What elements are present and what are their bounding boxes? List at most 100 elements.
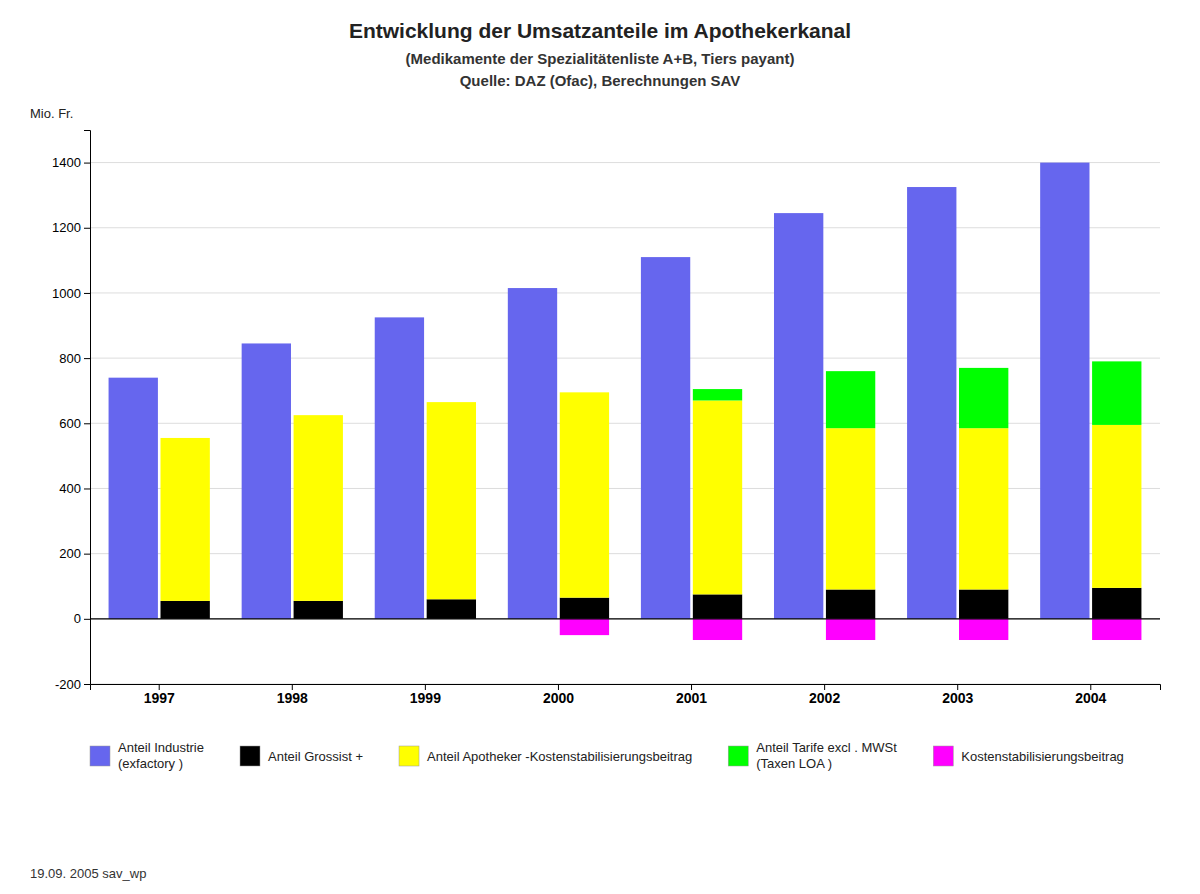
- source: Quelle: DAZ (Ofac), Berechnungen SAV: [460, 72, 741, 89]
- tick-label: 2004: [1075, 690, 1106, 706]
- bar-segment: [959, 619, 1008, 640]
- bar-segment: [1092, 361, 1141, 425]
- legend-label: Anteil Industrie(exfactory ): [118, 740, 204, 771]
- x-axis: 1997 1998 1999 2000 2001 2002 2003 2004: [91, 684, 1161, 706]
- tick: 600: [59, 416, 90, 431]
- tick-mark: [84, 293, 90, 294]
- bar-segment: [294, 601, 343, 619]
- grid-line: [90, 292, 1160, 293]
- grid: [90, 163, 1160, 684]
- tick-label: 1997: [144, 690, 175, 706]
- axis-line: [91, 685, 1161, 691]
- zero-line: [90, 618, 1160, 619]
- subtitle: (Medikamente der Spezialitätenliste A+B,…: [406, 50, 795, 67]
- footnote: 19.09. 2005 sav_wp: [30, 866, 146, 881]
- bar: [1040, 163, 1089, 619]
- chart: Entwicklung der Umsatzanteile im Apothek…: [0, 0, 1200, 894]
- tick: 2002: [809, 684, 840, 706]
- tick: 2001: [676, 684, 707, 706]
- bar: [907, 187, 956, 619]
- tick-label: 0: [74, 611, 81, 626]
- bar: [109, 378, 158, 619]
- bar-segment: [560, 619, 609, 635]
- bar-segment: [693, 400, 742, 594]
- bar: [242, 343, 291, 618]
- tick: 2004: [1075, 684, 1106, 706]
- tick-label: 800: [59, 351, 81, 366]
- tick: 1400: [52, 155, 90, 170]
- legend-item: Anteil Industrie(exfactory ): [90, 740, 204, 771]
- bar-segment: [427, 599, 476, 619]
- tick: 0: [74, 611, 90, 626]
- plot: -200020040060080010001200140019971998199…: [52, 131, 1160, 706]
- legend-label: Kostenstabilisierungsbeitrag: [961, 749, 1124, 764]
- bar-segment: [560, 598, 609, 619]
- tick: 1997: [144, 684, 175, 706]
- tick-label: 2001: [676, 690, 707, 706]
- tick-label: 2003: [942, 690, 973, 706]
- bar-segment: [560, 392, 609, 597]
- tick-label: 2002: [809, 690, 840, 706]
- bar-segment: [959, 589, 1008, 618]
- bar-segment: [693, 389, 742, 400]
- bar-segment: [959, 368, 1008, 428]
- bar-segment: [1092, 619, 1141, 640]
- tick-label: 1998: [277, 690, 308, 706]
- tick-label: 600: [59, 416, 81, 431]
- tick: 1999: [410, 684, 441, 706]
- tick-label: 1400: [52, 155, 81, 170]
- tick: 1200: [52, 220, 90, 235]
- bar-segment: [161, 601, 210, 619]
- tick-mark: [84, 163, 90, 164]
- legend-label: Anteil Apotheker -Kostenstabilisierungsb…: [427, 749, 692, 764]
- tick-label: 200: [59, 546, 81, 561]
- bar-segment: [294, 415, 343, 601]
- tick-mark: [84, 228, 90, 229]
- tick: 1000: [52, 286, 90, 301]
- tick: 2000: [543, 684, 574, 706]
- tick-mark: [84, 554, 90, 555]
- bar: [641, 257, 690, 619]
- tick-label: 2000: [543, 690, 574, 706]
- bar-segment: [959, 428, 1008, 589]
- bar-segment: [826, 619, 875, 640]
- bar-segment: [826, 589, 875, 618]
- legend-item: Anteil Grossist +: [240, 746, 363, 766]
- legend-item: Kostenstabilisierungsbeitrag: [933, 746, 1124, 766]
- bar-segment: [1092, 588, 1141, 619]
- tick: 1998: [277, 684, 308, 706]
- y-axis-label: Mio. Fr.: [30, 106, 73, 121]
- legend-label: Anteil Grossist +: [268, 749, 363, 764]
- bar-segment: [161, 438, 210, 601]
- legend-swatch: [933, 746, 953, 766]
- tick-label: 1000: [52, 286, 81, 301]
- bar: [508, 288, 557, 619]
- bar-segment: [826, 371, 875, 428]
- bars: [109, 163, 1142, 640]
- legend: Anteil Industrie(exfactory ) Anteil Gross…: [90, 740, 1124, 771]
- tick-mark: [84, 358, 90, 359]
- legend-label: Anteil Tarife excl . MWSt(Taxen LOA ): [756, 740, 897, 771]
- tick-label: 1999: [410, 690, 441, 706]
- tick-mark: [84, 423, 90, 424]
- tick: 2003: [942, 684, 973, 706]
- legend-swatch: [240, 746, 260, 766]
- legend-item: Anteil Tarife excl . MWSt(Taxen LOA ): [728, 740, 897, 771]
- grid-line: [90, 618, 1160, 619]
- bar-segment: [693, 619, 742, 640]
- tick-label: -200: [55, 677, 81, 692]
- tick-mark: [84, 684, 90, 685]
- tick-mark: [84, 488, 90, 489]
- bar-segment: [826, 428, 875, 589]
- tick-mark: [84, 619, 90, 620]
- legend-item: Anteil Apotheker -Kostenstabilisierungsb…: [399, 746, 692, 766]
- bar: [774, 213, 823, 619]
- legend-swatch: [399, 746, 419, 766]
- axis-line: [84, 131, 91, 685]
- bar-segment: [1092, 425, 1141, 588]
- bar: [375, 317, 424, 618]
- tick-label: 400: [59, 481, 81, 496]
- bar-segment: [427, 402, 476, 599]
- legend-swatch: [728, 746, 748, 766]
- bar-segment: [693, 594, 742, 618]
